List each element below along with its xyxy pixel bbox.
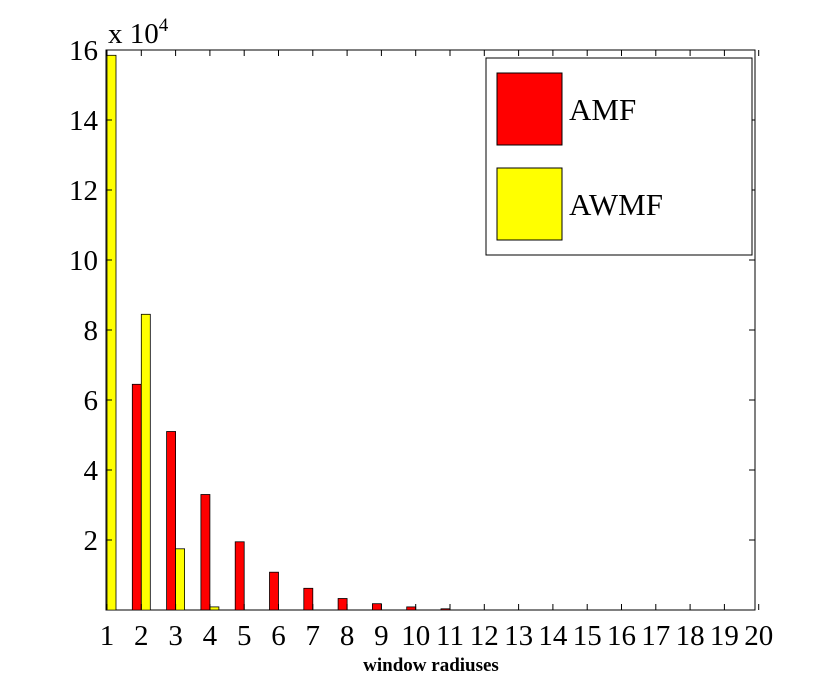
legend: AMF AWMF (485, 57, 753, 256)
x-axis-label: window radiuses (363, 655, 499, 676)
x-tick-label: 7 (306, 620, 321, 652)
y-multiplier-label: x 104 (108, 15, 169, 50)
bar-amf-11 (440, 608, 451, 611)
x-axis-ticks: 1 2 3 4 5 6 7 8 9 10 11 12 13 14 15 16 17 18 19 20 (100, 50, 773, 652)
bar-amf-3 (166, 431, 177, 611)
legend-label-awmf: AWMF (569, 187, 663, 222)
x-tick-label: 12 (470, 620, 499, 652)
bar-amf-9 (371, 603, 382, 611)
x-tick-label: 20 (744, 620, 773, 652)
legend-swatch-amf (496, 72, 563, 146)
y-multiplier-base: x 10 (108, 18, 159, 50)
bar-amf-8 (337, 598, 348, 611)
x-tick-label: 17 (641, 620, 670, 652)
x-tick-label: 9 (374, 620, 389, 652)
bar-awmf-1 (106, 54, 117, 611)
y-tick-label: 16 (69, 35, 98, 67)
x-tick-label: 10 (401, 620, 430, 652)
legend-swatch-awmf (496, 167, 563, 241)
x-tick-label: 3 (168, 620, 183, 652)
x-tick-label: 6 (271, 620, 286, 652)
x-tick-label: 14 (538, 620, 568, 652)
x-tick-label: 2 (134, 620, 149, 652)
y-tick-label: 8 (84, 315, 99, 347)
bar-awmf-4 (209, 606, 220, 611)
x-tick-label: 11 (436, 620, 464, 652)
x-tick-label: 13 (504, 620, 533, 652)
x-tick-label: 18 (676, 620, 705, 652)
y-tick-label: 4 (84, 455, 99, 487)
bar-amf-6 (269, 571, 279, 611)
bar-awmf-2 (140, 313, 151, 611)
bar-amf-2 (131, 383, 142, 611)
y-tick-label: 2 (84, 525, 99, 557)
y-multiplier-exponent: 4 (159, 15, 169, 36)
bars (106, 54, 451, 611)
y-tick-label: 10 (69, 245, 98, 277)
bar-awmf-3 (175, 548, 186, 611)
bar-amf-10 (406, 606, 417, 611)
x-tick-label: 4 (203, 620, 218, 652)
bar-amf-4 (200, 494, 211, 611)
y-tick-label: 6 (84, 385, 99, 417)
y-tick-label: 12 (69, 175, 98, 207)
x-tick-label: 8 (340, 620, 355, 652)
x-tick-label: 16 (607, 620, 636, 652)
x-tick-label: 1 (100, 620, 115, 652)
x-tick-label: 15 (573, 620, 602, 652)
legend-label-amf: AMF (569, 92, 636, 127)
y-tick-label: 14 (69, 105, 99, 137)
x-tick-label: 19 (710, 620, 739, 652)
x-tick-label: 5 (237, 620, 252, 652)
bar-amf-5 (234, 541, 245, 611)
bar-amf-7 (303, 587, 314, 611)
